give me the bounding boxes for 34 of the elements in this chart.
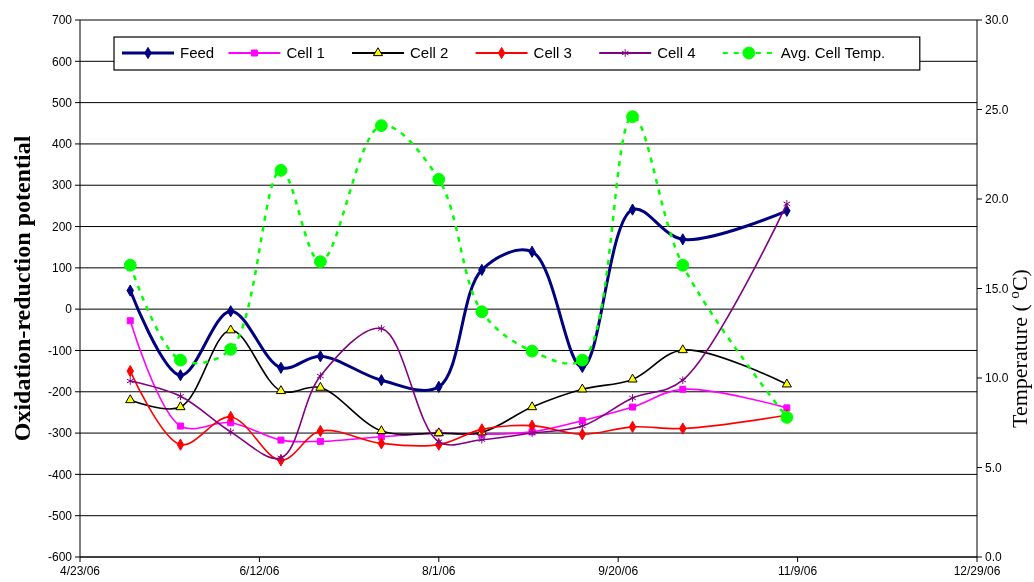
y-tick-label: 100 [51, 261, 73, 276]
y2-tick-label: 20.0 [985, 192, 1009, 207]
y-tick-label: 500 [51, 95, 73, 110]
y-tick-label: -600 [47, 550, 73, 565]
y-tick-label: 0 [65, 302, 73, 317]
y-tick-label: -500 [47, 508, 73, 523]
y2-tick-label: 30.0 [985, 13, 1009, 28]
y2-tick-label: 5.0 [985, 460, 1003, 475]
y-tick-label: -100 [47, 343, 73, 358]
y-tick-label: 400 [51, 137, 73, 152]
legend-label: Cell 1 [286, 44, 325, 62]
y-tick-label: 600 [51, 54, 73, 69]
x-tick-label: 9/20/06 [598, 564, 639, 578]
y2-tick-label: 0.0 [985, 550, 1003, 565]
y2-tick-label: 25.0 [985, 102, 1009, 117]
x-tick-label: 6/12/06 [239, 564, 280, 578]
y-tick-label: 700 [51, 13, 73, 28]
x-tick-label: 12/29/06 [953, 564, 1001, 578]
y-tick-label: 300 [51, 178, 73, 193]
y-tick-label: 200 [51, 219, 73, 234]
x-tick-label: 4/23/06 [59, 564, 101, 578]
y2-tick-label: 15.0 [985, 281, 1009, 296]
y-tick-label: -200 [47, 384, 73, 399]
legend-label: Cell 3 [533, 44, 572, 62]
y-tick-label: -300 [47, 426, 73, 441]
y-tick-label: -400 [47, 467, 73, 482]
legend-label: Cell 2 [410, 44, 449, 62]
legend-label: Cell 4 [657, 44, 696, 62]
y-axis-title: Oxidation-reduction potential [9, 135, 35, 442]
x-tick-label: 11/9/06 [778, 564, 818, 578]
x-tick-label: 8/1/06 [422, 564, 456, 578]
legend-label: Avg. Cell Temp. [780, 44, 886, 62]
legend-label: Feed [180, 44, 215, 62]
y2-tick-label: 10.0 [985, 371, 1009, 386]
